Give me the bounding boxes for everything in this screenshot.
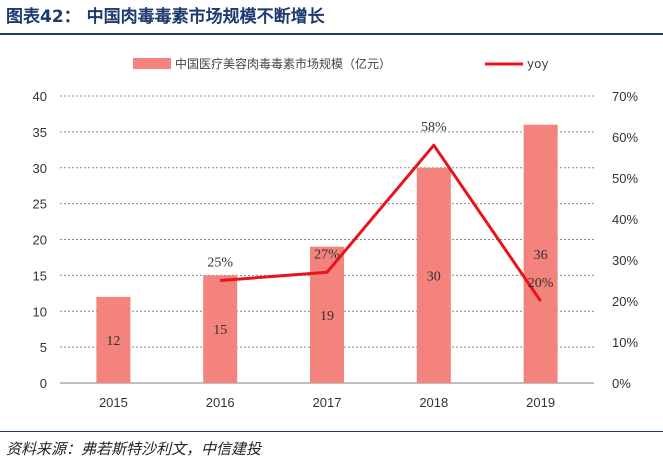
bar bbox=[523, 124, 558, 383]
x-tick-label: 2016 bbox=[206, 395, 235, 410]
right-tick-label: 70% bbox=[612, 89, 638, 104]
bar bbox=[96, 296, 131, 383]
legend-bar-label: 中国医疗美容肉毒毒素市场规模（亿元） bbox=[175, 56, 391, 71]
bar-value-label: 19 bbox=[320, 309, 334, 324]
yoy-value-label: 27% bbox=[314, 247, 340, 262]
bar-value-label: 36 bbox=[534, 248, 548, 263]
right-tick-label: 60% bbox=[612, 130, 638, 145]
right-tick-label: 20% bbox=[612, 294, 638, 309]
grid-layer bbox=[60, 95, 594, 384]
yoy-value-label: 25% bbox=[207, 256, 233, 271]
right-tick-label: 30% bbox=[612, 253, 638, 268]
bar bbox=[416, 167, 451, 383]
left-tick-label: 20 bbox=[33, 233, 47, 248]
x-tick-label: 2019 bbox=[526, 395, 555, 410]
left-tick-label: 5 bbox=[40, 340, 47, 355]
legend-line-label: yoy bbox=[527, 57, 549, 71]
left-tick-label: 15 bbox=[33, 268, 47, 283]
left-tick-label: 25 bbox=[33, 197, 47, 212]
x-tick-label: 2015 bbox=[99, 395, 128, 410]
left-tick-label: 35 bbox=[33, 125, 47, 140]
right-tick-label: 40% bbox=[612, 212, 638, 227]
right-axis-ticks: 0% 10% 20% 30% 40% 50% 60% 70% bbox=[612, 89, 638, 391]
legend-bar-swatch bbox=[133, 58, 171, 69]
left-tick-label: 30 bbox=[33, 161, 47, 176]
bar bbox=[203, 275, 238, 383]
bar-value-label: 30 bbox=[427, 269, 441, 284]
legend: 中国医疗美容肉毒毒素市场规模（亿元） yoy bbox=[133, 56, 549, 71]
bar bbox=[310, 246, 344, 383]
x-tick-label: 2017 bbox=[313, 395, 342, 410]
left-tick-label: 40 bbox=[33, 89, 47, 104]
x-axis-ticks: 2015 2016 2017 2018 2019 bbox=[99, 395, 555, 410]
source-note: 资料来源：弗若斯特沙利文，中信建投 bbox=[6, 440, 262, 458]
bar-series bbox=[96, 124, 558, 383]
left-tick-label: 10 bbox=[33, 304, 47, 319]
yoy-labels: 25% 27% 58% 20% bbox=[207, 120, 553, 291]
right-tick-label: 0% bbox=[612, 376, 631, 391]
figure-title: 图表42： 中国肉毒毒素市场规模不断增长 bbox=[6, 7, 325, 27]
yoy-value-label: 58% bbox=[421, 120, 447, 135]
yoy-line-series bbox=[220, 143, 542, 302]
x-tick-label: 2018 bbox=[419, 395, 448, 410]
right-tick-label: 50% bbox=[612, 171, 638, 186]
bar-value-label: 15 bbox=[213, 323, 227, 338]
yoy-value-label: 20% bbox=[528, 276, 554, 291]
source-rule bbox=[0, 431, 663, 432]
left-tick-label: 0 bbox=[40, 376, 47, 391]
right-tick-label: 10% bbox=[612, 335, 638, 350]
title-rule bbox=[0, 33, 663, 35]
bar-labels: 12 15 19 30 36 bbox=[106, 248, 547, 349]
left-axis-ticks: 0 5 10 15 20 25 30 35 40 bbox=[33, 89, 47, 391]
bar-value-label: 12 bbox=[106, 334, 120, 349]
yoy-line bbox=[220, 143, 542, 302]
